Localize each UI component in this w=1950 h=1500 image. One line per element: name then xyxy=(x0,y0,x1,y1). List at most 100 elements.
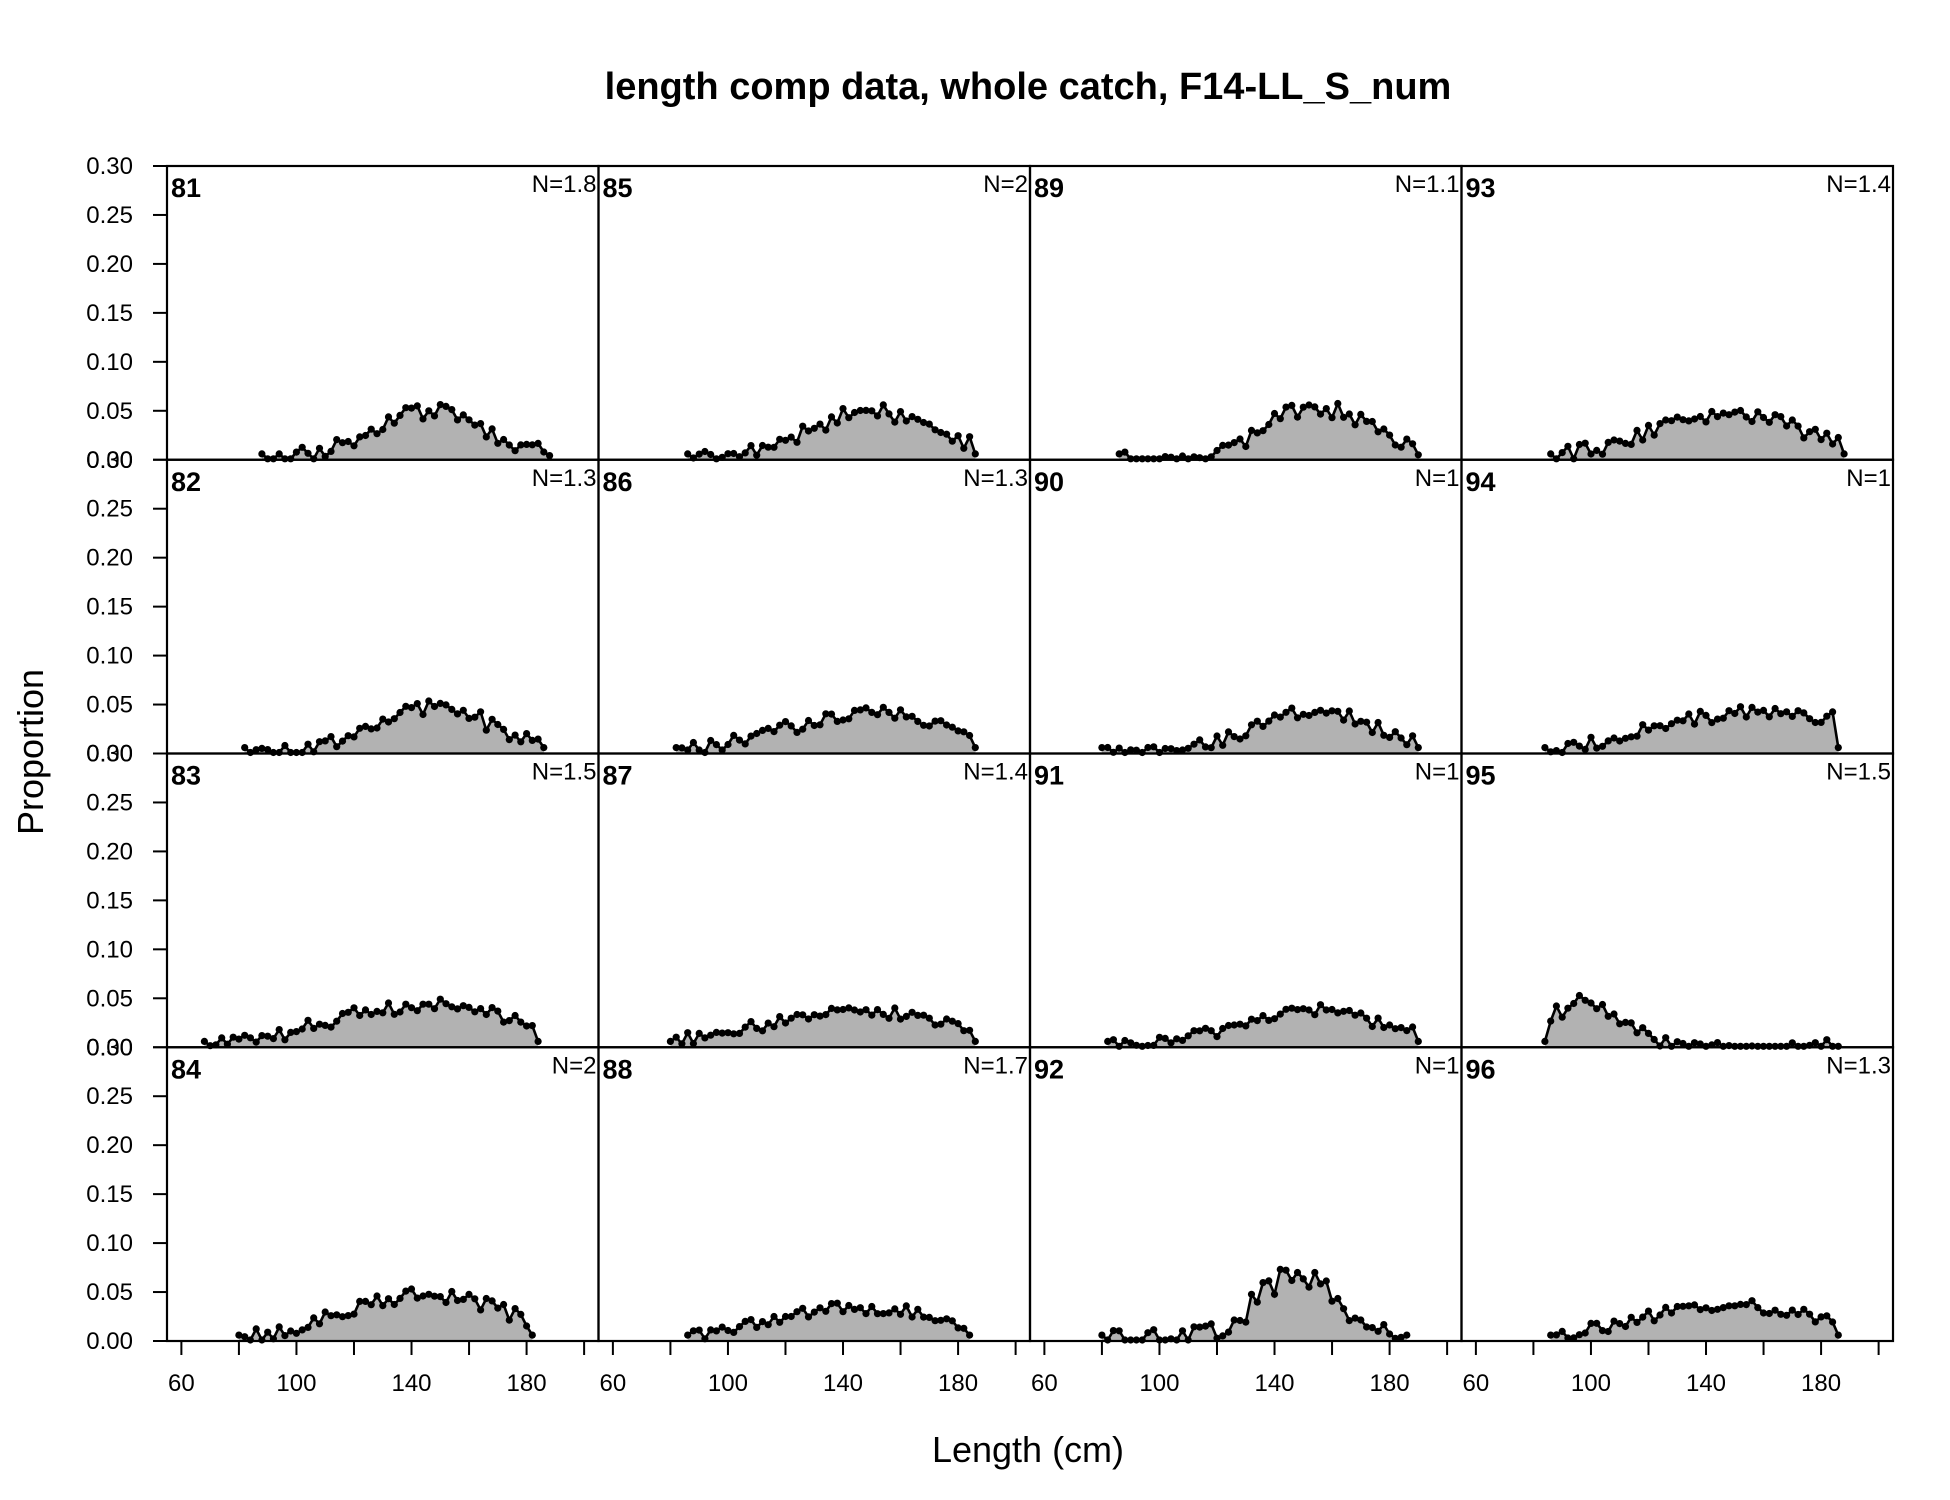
data-point xyxy=(827,1004,836,1013)
data-point xyxy=(1742,1301,1750,1309)
data-point xyxy=(1627,1019,1635,1027)
data-point xyxy=(1311,1011,1319,1019)
panel-82: 82 N=1.3 0.00 0.05 0.10 0.15 0.20 0.25 0.30 xyxy=(86,447,600,768)
data-point xyxy=(1667,417,1676,425)
data-point xyxy=(873,412,882,420)
data-point xyxy=(816,1304,824,1312)
n-label: N=1.4 xyxy=(963,759,1028,786)
data-point xyxy=(523,440,531,448)
year-label: 85 xyxy=(603,173,633,203)
data-point xyxy=(954,1324,962,1332)
data-point xyxy=(482,726,490,734)
year-label: 93 xyxy=(1466,173,1496,203)
panel-92: 92 N=1 60 100 140 180 xyxy=(1028,1046,1463,1397)
data-point xyxy=(1719,1304,1727,1312)
data-point xyxy=(1708,407,1716,416)
data-point xyxy=(822,1307,830,1315)
data-point xyxy=(787,1312,795,1321)
data-point xyxy=(534,1037,542,1045)
data-point xyxy=(1690,720,1699,728)
data-point xyxy=(1736,703,1745,711)
data-point xyxy=(1558,449,1566,457)
year-label: 91 xyxy=(1034,761,1064,791)
data-point xyxy=(1570,1334,1578,1342)
data-point xyxy=(873,1310,882,1318)
data-point xyxy=(453,1005,462,1013)
data-point xyxy=(920,418,928,427)
data-point xyxy=(304,1016,312,1024)
data-point xyxy=(787,1014,795,1022)
data-point xyxy=(925,1014,933,1022)
data-point xyxy=(528,736,536,745)
data-point xyxy=(1351,1011,1359,1019)
data-point xyxy=(1644,726,1653,734)
data-point xyxy=(822,710,830,718)
chart-title: length comp data, whole catch, F14-LL_S_… xyxy=(605,66,1452,108)
data-point xyxy=(471,1008,479,1016)
data-point xyxy=(741,449,749,457)
data-point xyxy=(436,1293,444,1301)
data-point xyxy=(1368,417,1376,426)
data-point xyxy=(758,441,767,450)
data-point xyxy=(1547,1331,1555,1339)
data-point xyxy=(344,437,352,446)
data-point xyxy=(1581,439,1589,447)
data-point xyxy=(310,1314,318,1322)
data-point xyxy=(966,433,974,441)
data-point xyxy=(1817,718,1825,727)
data-point xyxy=(804,716,813,725)
data-point xyxy=(1265,1277,1273,1285)
data-point xyxy=(407,404,416,412)
data-point xyxy=(367,425,375,433)
data-point xyxy=(1201,1322,1210,1330)
data-point xyxy=(1621,1322,1630,1331)
data-point xyxy=(1731,1302,1739,1310)
data-point xyxy=(384,413,393,421)
data-point xyxy=(1690,1301,1699,1309)
y-tick-label: 0.30 xyxy=(86,741,133,768)
data-point xyxy=(816,721,824,729)
data-point xyxy=(1380,731,1388,739)
data-point xyxy=(367,725,375,733)
x-tick-label: 100 xyxy=(276,1370,316,1397)
data-point xyxy=(954,1020,962,1028)
data-point xyxy=(1673,1038,1681,1046)
data-point xyxy=(1305,1006,1313,1014)
data-point xyxy=(902,417,910,425)
y-tick-label: 0.00 xyxy=(86,1328,133,1355)
year-label: 86 xyxy=(603,467,633,497)
data-point xyxy=(885,410,893,418)
y-tick-label: 0.20 xyxy=(86,251,133,278)
data-point xyxy=(730,1030,738,1038)
data-point xyxy=(373,1007,381,1016)
data-point xyxy=(862,1310,870,1318)
data-point xyxy=(528,1022,536,1030)
data-point xyxy=(1236,1020,1244,1028)
data-point xyxy=(827,710,836,718)
data-point xyxy=(1621,439,1630,447)
data-point xyxy=(1259,427,1267,435)
data-point xyxy=(1777,413,1785,421)
data-point xyxy=(367,1010,375,1019)
data-point xyxy=(1270,711,1279,719)
data-point xyxy=(747,442,755,450)
data-point xyxy=(448,1003,456,1011)
y-tick-label: 0.05 xyxy=(86,398,133,425)
x-tick-label: 140 xyxy=(1686,1370,1726,1397)
data-point xyxy=(862,704,870,712)
data-point xyxy=(1748,417,1756,426)
data-point xyxy=(701,447,709,456)
data-point xyxy=(1368,1022,1376,1031)
data-point xyxy=(356,1297,364,1305)
data-point xyxy=(856,1008,864,1016)
panel-89: 89 N=1.1 xyxy=(1028,164,1463,463)
data-point xyxy=(833,1299,841,1307)
data-point xyxy=(1409,440,1417,448)
data-point xyxy=(914,1011,922,1020)
data-point xyxy=(724,740,732,749)
data-point xyxy=(471,1295,479,1303)
panel-frame xyxy=(597,164,1032,461)
data-point xyxy=(695,1029,703,1037)
data-point xyxy=(1696,1040,1704,1048)
data-point xyxy=(379,1009,387,1017)
